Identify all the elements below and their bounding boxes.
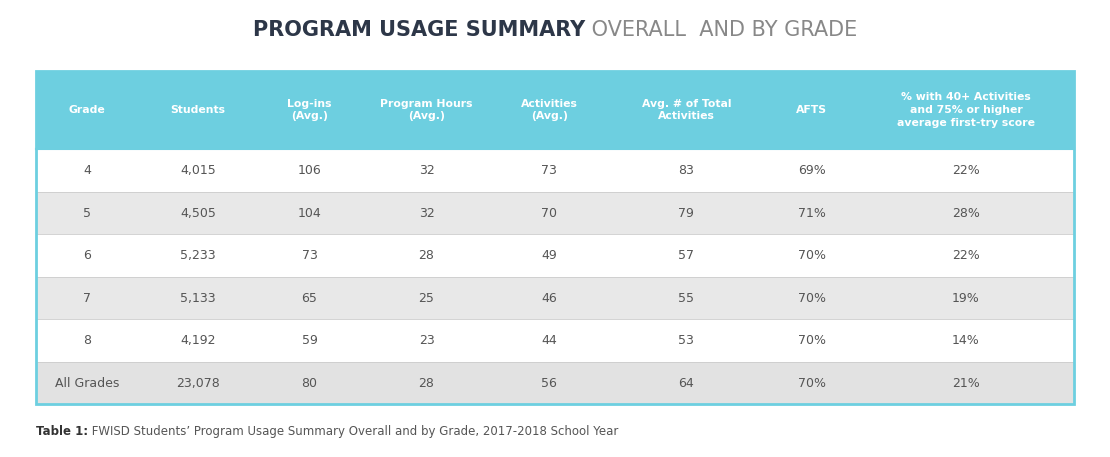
Text: Avg. # of Total
Activities: Avg. # of Total Activities: [642, 99, 731, 122]
Text: 4,505: 4,505: [180, 207, 216, 219]
Text: 70%: 70%: [798, 334, 826, 347]
Text: 25: 25: [418, 292, 434, 305]
Text: Program Hours
(Avg.): Program Hours (Avg.): [381, 99, 473, 122]
Text: 32: 32: [418, 164, 434, 177]
Text: Table 1:: Table 1:: [36, 425, 88, 438]
Text: AFTS: AFTS: [796, 105, 827, 115]
Text: 44: 44: [542, 334, 557, 347]
Text: 79: 79: [678, 207, 694, 219]
Text: 5,133: 5,133: [181, 292, 216, 305]
Text: % with 40+ Activities
and 75% or higher
average first-try score: % with 40+ Activities and 75% or higher …: [897, 92, 1035, 128]
Text: 83: 83: [678, 164, 694, 177]
Text: 70: 70: [542, 207, 557, 219]
Text: 46: 46: [542, 292, 557, 305]
Bar: [36, 71, 1074, 149]
Text: All Grades: All Grades: [54, 377, 119, 390]
Text: Students: Students: [171, 105, 225, 115]
Text: 55: 55: [678, 292, 694, 305]
Text: 70%: 70%: [798, 377, 826, 390]
Text: 5: 5: [83, 207, 91, 219]
Text: 32: 32: [418, 207, 434, 219]
Text: 64: 64: [678, 377, 694, 390]
Text: 73: 73: [542, 164, 557, 177]
Text: 106: 106: [297, 164, 322, 177]
Text: 21%: 21%: [952, 377, 980, 390]
Text: 53: 53: [678, 334, 694, 347]
Text: PROGRAM USAGE SUMMARY: PROGRAM USAGE SUMMARY: [253, 20, 585, 40]
Text: 4,015: 4,015: [180, 164, 216, 177]
Text: FWISD Students’ Program Usage Summary Overall and by Grade, 2017-2018 School Yea: FWISD Students’ Program Usage Summary Ov…: [88, 425, 618, 438]
Text: 57: 57: [678, 249, 694, 262]
Text: 8: 8: [83, 334, 91, 347]
Bar: [36, 234, 1074, 277]
Text: 5,233: 5,233: [181, 249, 216, 262]
Text: 104: 104: [297, 207, 322, 219]
Text: 70%: 70%: [798, 292, 826, 305]
Text: 22%: 22%: [952, 249, 980, 262]
Bar: [36, 71, 1074, 404]
Bar: [36, 149, 1074, 192]
Text: OVERALL  AND BY GRADE: OVERALL AND BY GRADE: [585, 20, 857, 40]
Text: 23,078: 23,078: [176, 377, 220, 390]
Text: 73: 73: [302, 249, 317, 262]
Text: 59: 59: [302, 334, 317, 347]
Text: 6: 6: [83, 249, 91, 262]
Text: Grade: Grade: [69, 105, 105, 115]
Text: 49: 49: [542, 249, 557, 262]
Text: 22%: 22%: [952, 164, 980, 177]
Text: 56: 56: [542, 377, 557, 390]
Text: 28: 28: [418, 249, 434, 262]
Text: 65: 65: [302, 292, 317, 305]
Text: 28: 28: [418, 377, 434, 390]
Text: Log-ins
(Avg.): Log-ins (Avg.): [287, 99, 332, 122]
Text: 28%: 28%: [952, 207, 980, 219]
Text: 19%: 19%: [952, 292, 980, 305]
Text: 71%: 71%: [798, 207, 826, 219]
Text: 7: 7: [83, 292, 91, 305]
Text: 4: 4: [83, 164, 91, 177]
Bar: [36, 319, 1074, 362]
Text: 70%: 70%: [798, 249, 826, 262]
Bar: [36, 277, 1074, 319]
Bar: [36, 192, 1074, 234]
Text: Activities
(Avg.): Activities (Avg.): [521, 99, 577, 122]
Text: 4,192: 4,192: [181, 334, 216, 347]
Text: 80: 80: [302, 377, 317, 390]
Text: 14%: 14%: [952, 334, 980, 347]
Text: 23: 23: [418, 334, 434, 347]
Bar: [36, 362, 1074, 404]
Text: 69%: 69%: [798, 164, 826, 177]
